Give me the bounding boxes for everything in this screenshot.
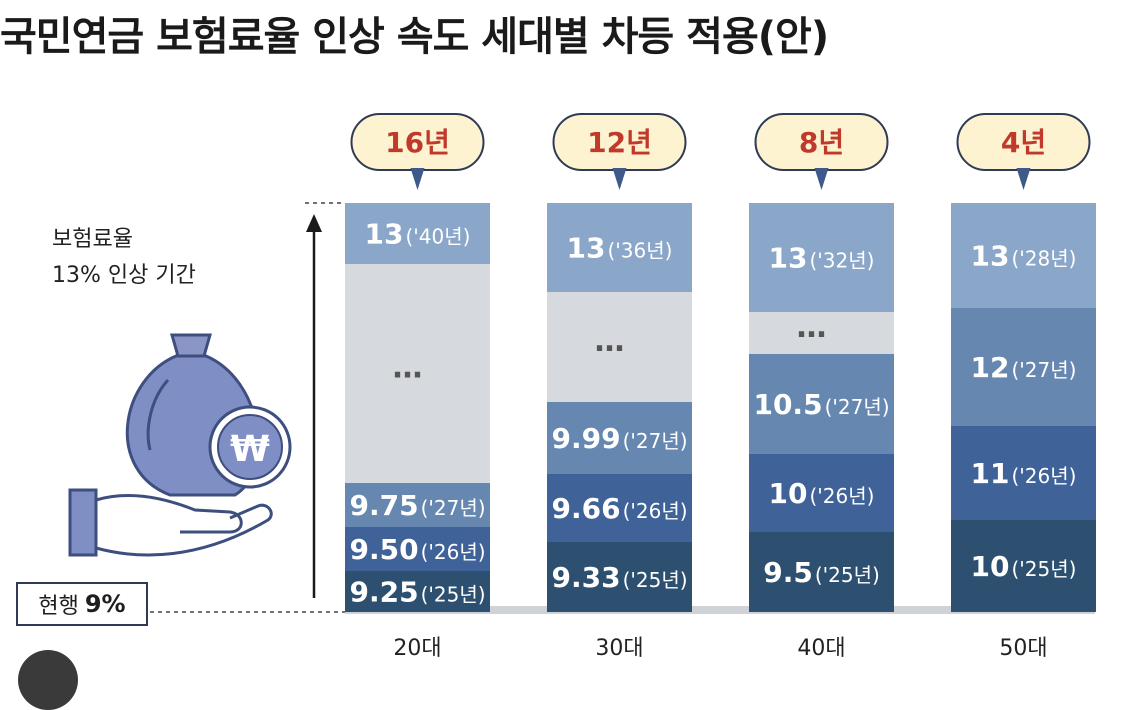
- segment-year: ('26년): [623, 499, 688, 523]
- segment-label: 9.25 ('25년): [349, 576, 485, 609]
- bar-segment: [547, 402, 692, 474]
- segment-value: 9.5: [763, 556, 813, 589]
- segment-value: 9.75: [349, 489, 418, 522]
- segment-label: 10 ('26년): [769, 477, 875, 510]
- segment-year: ('27년): [825, 395, 890, 419]
- category-label: 20대: [393, 636, 441, 661]
- segment-label: 10 ('25년): [971, 550, 1077, 583]
- segment-value: 12: [971, 351, 1010, 384]
- segment-label: 12 ('27년): [971, 351, 1077, 384]
- segment-value: 10: [971, 550, 1010, 583]
- page-title: 국민연금 보험료율 인상 속도 세대별 차등 적용(안): [0, 14, 829, 60]
- segment-year: ('25년): [421, 583, 486, 607]
- segment-year: ('40년): [406, 225, 471, 249]
- period-badge-pointer: [612, 168, 627, 190]
- segment-value: 9.99: [551, 422, 620, 455]
- baseline-bar: [345, 606, 1095, 614]
- segment-year: ('28년): [1012, 247, 1077, 271]
- segment-label: 13 ('32년): [769, 242, 875, 275]
- segment-value: 9.25: [349, 576, 418, 609]
- segment-label: 11 ('26년): [971, 457, 1077, 490]
- segment-value: 9.66: [551, 492, 620, 525]
- bar-segment: [951, 308, 1096, 426]
- bar-segment: [951, 520, 1096, 612]
- segment-label: 13 ('36년): [567, 232, 673, 265]
- segment-label: 13 ('28년): [971, 240, 1077, 273]
- bar-segment: [749, 203, 894, 312]
- bar-segment: [345, 203, 490, 264]
- y-axis-label-line1: 보험료율: [52, 227, 133, 252]
- segment-year: ('25년): [623, 568, 688, 592]
- bar-segment: [345, 571, 490, 612]
- bar-segment: [547, 474, 692, 542]
- bar-segment: [547, 542, 692, 612]
- category-label: 30대: [595, 636, 643, 661]
- bar-segment: [951, 203, 1096, 308]
- ellipsis-label: …: [393, 351, 423, 386]
- period-badge-pointer: [814, 168, 829, 190]
- segment-year: ('36년): [608, 239, 673, 263]
- money-bag-hand-icon: ₩: [68, 333, 292, 557]
- bar-segment: [345, 264, 490, 483]
- segment-year: ('26년): [810, 484, 875, 508]
- segment-value: 9.50: [349, 533, 418, 566]
- segment-year: ('27년): [421, 496, 486, 520]
- period-label: 8년: [799, 126, 844, 159]
- segment-year: ('27년): [1012, 358, 1077, 382]
- period-badge-pointer: [1016, 168, 1031, 190]
- segment-value: 10.5: [753, 388, 822, 421]
- segment-value: 13: [769, 242, 808, 275]
- segment-year: ('25년): [1012, 557, 1077, 581]
- svg-text:₩: ₩: [230, 429, 270, 470]
- segment-label: 9.66 ('26년): [551, 492, 687, 525]
- ellipsis-label: …: [797, 310, 827, 345]
- bar-segment: [547, 203, 692, 292]
- segment-label: 9.33 ('25년): [551, 561, 687, 594]
- current-rate-value: 9%: [84, 590, 126, 618]
- segment-value: 13: [365, 218, 404, 251]
- segment-value: 11: [971, 457, 1010, 490]
- ellipsis-label: …: [595, 324, 625, 359]
- segment-label: 9.99 ('27년): [551, 422, 687, 455]
- segment-label: 9.50 ('26년): [349, 533, 485, 566]
- segment-label: 10.5 ('27년): [753, 388, 889, 421]
- bar-segment: [345, 483, 490, 527]
- bar-segment: [345, 527, 490, 571]
- segment-label: 9.5 ('25년): [763, 556, 880, 589]
- segment-year: ('25년): [815, 563, 880, 587]
- period-badge-pointer: [410, 168, 425, 190]
- period-label: 12년: [587, 126, 652, 159]
- current-rate-label: 현행: [38, 594, 79, 619]
- segment-year: ('26년): [1012, 464, 1077, 488]
- avatar: [18, 650, 78, 710]
- segment-value: 9.33: [551, 561, 620, 594]
- bar-segment: [749, 312, 894, 354]
- segment-value: 13: [971, 240, 1010, 273]
- segment-value: 10: [769, 477, 808, 510]
- segment-year: ('32년): [810, 249, 875, 273]
- bar-segment: [749, 532, 894, 612]
- period-label: 4년: [1001, 126, 1046, 159]
- category-label: 50대: [999, 636, 1047, 661]
- period-label: 16년: [385, 126, 450, 159]
- segment-year: ('27년): [623, 429, 688, 453]
- chart: ₩ 9.25 ('25년)9.50 ('26년)9.75 ('27년)…13 ('40년…: [68, 113, 1096, 661]
- y-axis-label-line2: 13% 인상 기간: [52, 263, 196, 288]
- increase-arrow-head: [306, 214, 322, 232]
- segment-value: 13: [567, 232, 606, 265]
- category-label: 40대: [797, 636, 845, 661]
- current-rate-box: 현행 9%: [16, 582, 148, 626]
- segment-label: 9.75 ('27년): [349, 489, 485, 522]
- y-axis-label: 보험료율 13% 인상 기간: [52, 222, 196, 294]
- bar-segment: [547, 292, 692, 402]
- segment-label: 13 ('40년): [365, 218, 471, 251]
- bar-segment: [951, 426, 1096, 520]
- bar-segment: [749, 354, 894, 454]
- segment-year: ('26년): [421, 540, 486, 564]
- bar-segment: [749, 454, 894, 532]
